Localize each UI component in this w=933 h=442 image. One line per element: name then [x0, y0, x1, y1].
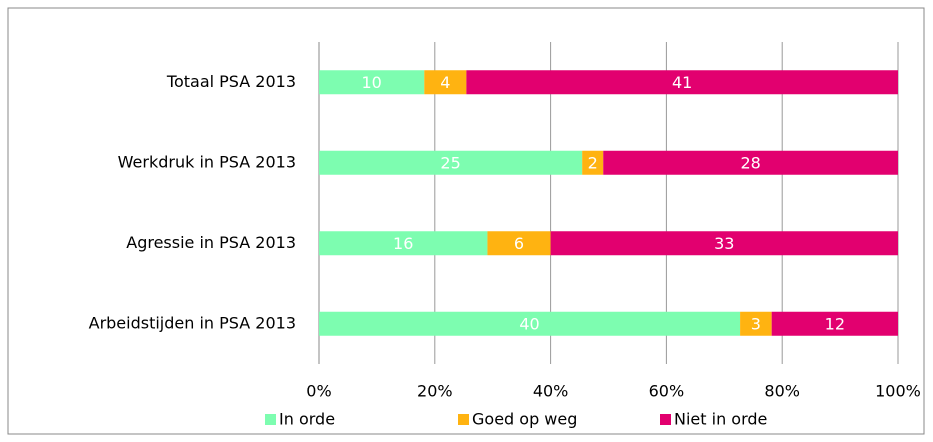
data-label: 33 [714, 234, 734, 253]
bar-segment [582, 150, 604, 175]
legend-swatch [660, 414, 671, 425]
data-label: 25 [440, 153, 460, 172]
legend-swatch [265, 414, 276, 425]
bar-segment [740, 311, 772, 336]
x-tick-label: 80% [764, 382, 800, 401]
data-label: 12 [825, 314, 845, 333]
legend-swatch [458, 414, 469, 425]
data-label: 3 [751, 314, 761, 333]
y-tick-label: Arbeidstijden in PSA 2013 [89, 313, 296, 332]
bar-segment [487, 231, 551, 256]
x-tick-label: 100% [875, 382, 921, 401]
legend-label: Niet in orde [674, 410, 767, 429]
data-label: 16 [393, 234, 413, 253]
bar-segment [466, 70, 898, 95]
y-tick-label: Agressie in PSA 2013 [126, 233, 296, 252]
data-label: 10 [361, 73, 381, 92]
bar-segment [319, 70, 425, 95]
legend-label: Goed op weg [472, 410, 577, 429]
data-label: 28 [740, 153, 760, 172]
bar-segment [603, 150, 898, 175]
y-tick-label: Totaal PSA 2013 [166, 72, 296, 91]
bar-segment [319, 150, 583, 175]
x-tick-label: 0% [306, 382, 331, 401]
data-label: 40 [519, 314, 539, 333]
bar-segment [319, 231, 488, 256]
bar-segment [319, 311, 741, 336]
bar-segment [771, 311, 898, 336]
legend-label: In orde [279, 410, 335, 429]
y-tick-label: Werkdruk in PSA 2013 [118, 152, 296, 171]
data-label: 41 [672, 73, 692, 92]
data-label: 2 [588, 153, 598, 172]
data-label: 4 [440, 73, 450, 92]
x-tick-label: 20% [417, 382, 453, 401]
bar-segment [424, 70, 467, 95]
x-tick-label: 60% [649, 382, 685, 401]
bar-segment [550, 231, 898, 256]
x-tick-label: 40% [533, 382, 569, 401]
data-label: 6 [514, 234, 524, 253]
